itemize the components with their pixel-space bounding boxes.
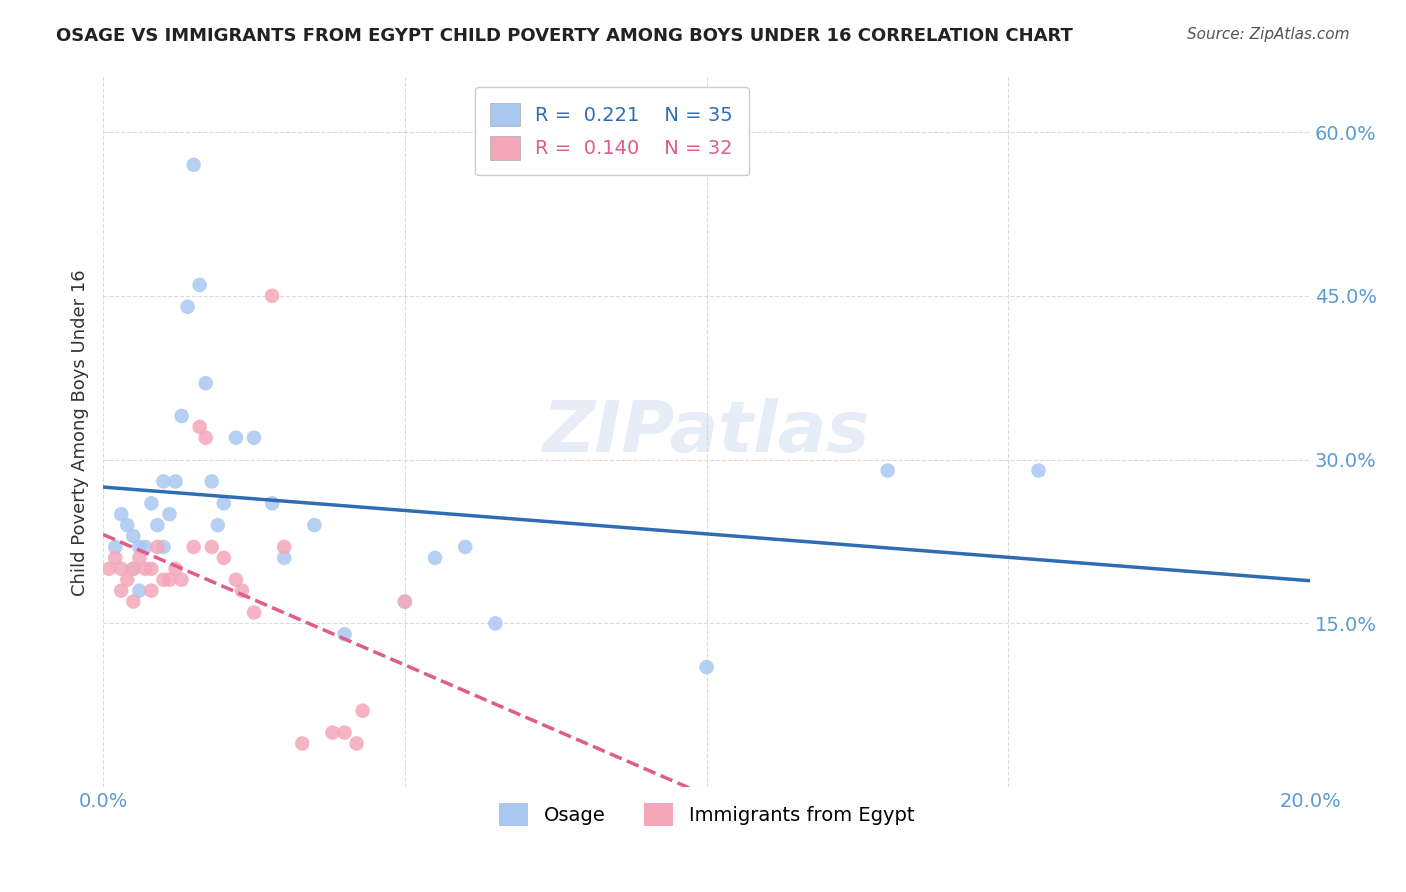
Point — [128, 583, 150, 598]
Point — [321, 725, 343, 739]
Point — [243, 606, 266, 620]
Point — [225, 573, 247, 587]
Point — [876, 463, 898, 477]
Point — [346, 737, 368, 751]
Point — [201, 540, 224, 554]
Y-axis label: Child Poverty Among Boys Under 16: Child Poverty Among Boys Under 16 — [72, 269, 89, 596]
Point — [152, 573, 174, 587]
Point — [194, 431, 217, 445]
Point — [273, 540, 295, 554]
Point — [170, 573, 193, 587]
Point — [128, 550, 150, 565]
Point — [146, 518, 169, 533]
Point — [104, 550, 127, 565]
Point — [212, 550, 235, 565]
Point — [117, 573, 139, 587]
Point — [183, 540, 205, 554]
Point — [333, 725, 356, 739]
Point — [201, 475, 224, 489]
Point — [165, 562, 187, 576]
Point — [696, 660, 718, 674]
Point — [188, 420, 211, 434]
Point — [176, 300, 198, 314]
Point — [159, 507, 181, 521]
Text: ZIPatlas: ZIPatlas — [543, 398, 870, 467]
Point — [333, 627, 356, 641]
Point — [194, 376, 217, 391]
Point — [104, 540, 127, 554]
Point — [128, 540, 150, 554]
Point — [423, 550, 446, 565]
Point — [484, 616, 506, 631]
Point — [231, 583, 253, 598]
Point — [146, 540, 169, 554]
Point — [122, 529, 145, 543]
Point — [262, 289, 284, 303]
Point — [394, 594, 416, 608]
Point — [1028, 463, 1050, 477]
Point — [110, 507, 132, 521]
Point — [152, 540, 174, 554]
Legend: Osage, Immigrants from Egypt: Osage, Immigrants from Egypt — [491, 795, 922, 834]
Point — [165, 475, 187, 489]
Point — [243, 431, 266, 445]
Point — [110, 583, 132, 598]
Point — [454, 540, 477, 554]
Point — [122, 594, 145, 608]
Point — [273, 550, 295, 565]
Point — [134, 540, 156, 554]
Point — [122, 562, 145, 576]
Point — [141, 496, 163, 510]
Point — [207, 518, 229, 533]
Point — [394, 594, 416, 608]
Point — [262, 496, 284, 510]
Point — [141, 583, 163, 598]
Point — [188, 277, 211, 292]
Point — [110, 562, 132, 576]
Text: OSAGE VS IMMIGRANTS FROM EGYPT CHILD POVERTY AMONG BOYS UNDER 16 CORRELATION CHA: OSAGE VS IMMIGRANTS FROM EGYPT CHILD POV… — [56, 27, 1073, 45]
Point — [159, 573, 181, 587]
Point — [170, 409, 193, 423]
Text: Source: ZipAtlas.com: Source: ZipAtlas.com — [1187, 27, 1350, 42]
Point — [304, 518, 326, 533]
Point — [212, 496, 235, 510]
Point — [183, 158, 205, 172]
Point — [352, 704, 374, 718]
Point — [291, 737, 314, 751]
Point — [122, 562, 145, 576]
Point — [141, 562, 163, 576]
Point — [134, 562, 156, 576]
Point — [98, 562, 121, 576]
Point — [152, 475, 174, 489]
Point — [117, 518, 139, 533]
Point — [225, 431, 247, 445]
